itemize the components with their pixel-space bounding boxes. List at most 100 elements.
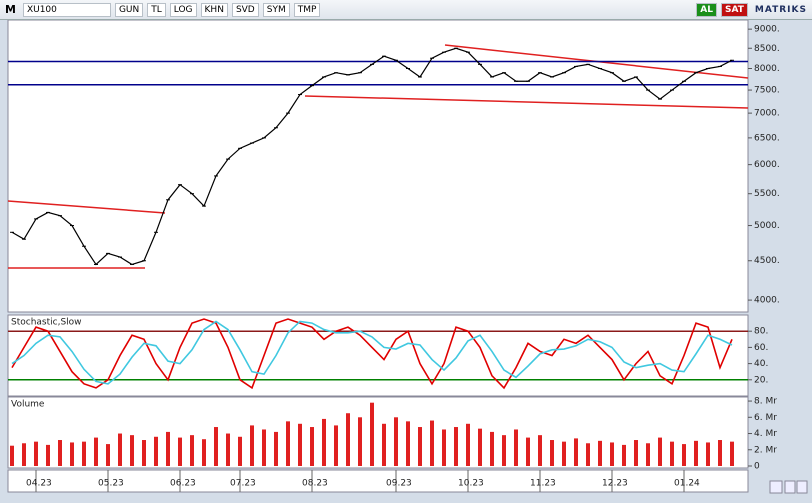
bar xyxy=(694,440,698,466)
bar xyxy=(250,425,254,466)
y-tick-label: 80. xyxy=(754,327,768,337)
bar xyxy=(526,437,530,466)
bar xyxy=(538,435,542,466)
x-tick-label: 11.23 xyxy=(530,479,556,489)
brand: MATRIKS xyxy=(754,4,807,15)
bar xyxy=(58,440,62,466)
price-panel xyxy=(7,19,749,313)
y-tick-label: 4. Mr xyxy=(754,429,777,439)
bar xyxy=(406,421,410,466)
bar xyxy=(70,442,74,466)
x-tick-label: 08.23 xyxy=(302,479,328,489)
line-series xyxy=(11,318,733,390)
bar xyxy=(238,436,242,466)
toolbar-button[interactable]: LOG xyxy=(169,2,197,17)
buy-button[interactable]: AL xyxy=(696,2,717,17)
bar xyxy=(298,423,302,466)
toolbar-button[interactable]: KHN xyxy=(200,2,228,17)
y-tick-label: 6500. xyxy=(754,133,780,143)
toolbar-button[interactable]: SVD xyxy=(231,2,259,17)
bar xyxy=(682,444,686,466)
x-tick-label: 01.24 xyxy=(674,479,700,489)
bar xyxy=(322,418,326,466)
bar xyxy=(334,425,338,466)
bar xyxy=(562,441,566,466)
bar xyxy=(10,445,14,466)
line-series xyxy=(11,320,733,385)
bar xyxy=(274,431,278,466)
y-tick-label: 0 xyxy=(754,462,760,472)
x-axis-band xyxy=(7,469,749,493)
bar xyxy=(190,435,194,466)
bar xyxy=(142,440,146,466)
x-tick-label: 06.23 xyxy=(170,479,196,489)
bar xyxy=(610,442,614,466)
bar xyxy=(262,429,266,466)
nav-button[interactable] xyxy=(796,480,808,494)
trend-line xyxy=(304,95,749,109)
bar xyxy=(502,435,506,466)
symbol-field[interactable]: XU100 xyxy=(22,2,111,17)
nav-button[interactable] xyxy=(784,480,796,494)
x-tick-label: 04.23 xyxy=(26,479,52,489)
bar xyxy=(82,441,86,466)
y-tick-label: 8. Mr xyxy=(754,397,777,407)
bar xyxy=(154,436,158,466)
nav-button[interactable] xyxy=(769,480,783,494)
y-tick-label: 7000. xyxy=(754,109,780,119)
bar xyxy=(586,443,590,466)
bar xyxy=(226,433,230,466)
bar xyxy=(94,437,98,466)
bar xyxy=(118,433,122,466)
bar xyxy=(346,413,350,466)
y-tick-label: 5000. xyxy=(754,221,780,231)
y-tick-label: 40. xyxy=(754,359,768,369)
bar xyxy=(310,427,314,466)
sell-button[interactable]: SAT xyxy=(721,2,748,17)
x-tick-label: 12.23 xyxy=(602,479,628,489)
bar xyxy=(658,437,662,466)
bar xyxy=(202,439,206,466)
bar xyxy=(166,431,170,466)
bar xyxy=(730,441,734,466)
bar xyxy=(598,440,602,466)
y-tick-label: 4000. xyxy=(754,296,780,306)
toolbar-button[interactable]: GUN xyxy=(114,2,144,17)
bar xyxy=(514,429,518,466)
x-tick-label: 05.23 xyxy=(98,479,124,489)
y-tick-label: 7500. xyxy=(754,86,780,96)
spacer xyxy=(324,9,692,11)
bar xyxy=(106,444,110,466)
bar xyxy=(22,443,26,466)
toolbar-button[interactable]: TMP xyxy=(293,2,321,17)
bar xyxy=(214,427,218,466)
y-tick-label: 4500. xyxy=(754,256,780,266)
bar xyxy=(718,440,722,466)
bar xyxy=(394,417,398,466)
panel-title: Volume xyxy=(11,400,45,410)
toolbar-button[interactable]: SYM xyxy=(262,2,290,17)
bar xyxy=(286,421,290,466)
bar xyxy=(178,437,182,466)
y-tick-label: 8500. xyxy=(754,44,780,54)
bar xyxy=(382,423,386,466)
y-tick-label: 8000. xyxy=(754,64,780,74)
y-tick-label: 20. xyxy=(754,375,768,385)
bar xyxy=(490,431,494,466)
toolbar-prefix: M xyxy=(5,3,16,16)
bar xyxy=(358,417,362,466)
panel-title: Stochastic,Slow xyxy=(11,318,82,328)
bar xyxy=(370,402,374,466)
bar xyxy=(454,427,458,466)
x-tick-label: 10.23 xyxy=(458,479,484,489)
bar xyxy=(670,441,674,466)
bar xyxy=(478,428,482,466)
bar xyxy=(418,427,422,466)
y-tick-label: 6. Mr xyxy=(754,413,777,423)
bar xyxy=(706,442,710,466)
toolbar-button[interactable]: TL xyxy=(147,2,166,17)
bar xyxy=(466,423,470,466)
stoch-panel xyxy=(7,314,749,397)
